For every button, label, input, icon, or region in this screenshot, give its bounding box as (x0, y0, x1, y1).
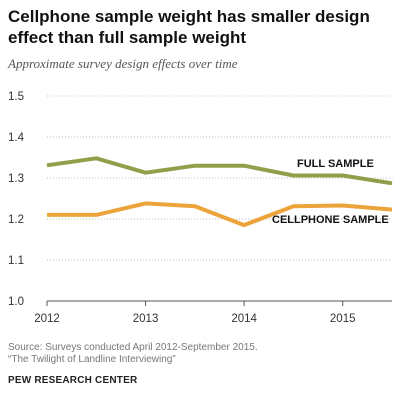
series-labels: FULL SAMPLE CELLPHONE SAMPLE (272, 158, 389, 226)
x-tick-label: 2015 (330, 313, 356, 325)
full-sample-line (46, 156, 393, 186)
x-tick-label: 2012 (34, 313, 60, 325)
data-point (341, 174, 345, 178)
data-point (193, 204, 197, 208)
data-point (341, 203, 345, 207)
y-tick-label: 1.0 (8, 296, 24, 308)
y-tick-label: 1.2 (8, 214, 24, 226)
grid (47, 95, 392, 261)
data-point (144, 201, 148, 205)
data-point (94, 156, 98, 160)
data-point (144, 171, 148, 175)
data-point (45, 213, 49, 217)
cellphone-sample-label: CELLPHONE SAMPLE (272, 214, 389, 226)
data-point (291, 204, 295, 208)
data-point (45, 163, 49, 167)
axis: 1.0 1.1 1.2 1.3 1.4 1.5 2012 2013 2014 2015 (8, 91, 392, 325)
chart-subtitle: Approximate survey design effects over t… (8, 56, 238, 71)
data-point (291, 174, 295, 178)
data-point (390, 181, 394, 185)
y-tick-label: 1.5 (8, 91, 24, 103)
y-tick-label: 1.4 (8, 132, 25, 144)
source-line-2: “The Twilight of Landline Interviewing” (8, 354, 176, 365)
data-point (94, 213, 98, 217)
source-note: Source: Surveys conducted April 2012-Sep… (8, 342, 258, 366)
source-line-1: Source: Surveys conducted April 2012-Sep… (8, 342, 258, 353)
x-tick-label: 2014 (231, 313, 257, 325)
data-point (390, 208, 394, 212)
data-point (242, 223, 246, 227)
x-tick-label: 2013 (133, 313, 159, 325)
series (45, 156, 394, 228)
y-tick-label: 1.1 (8, 255, 24, 267)
brand-footer: PEW RESEARCH CENTER (8, 375, 138, 386)
data-point (193, 164, 197, 168)
chart-title: Cellphone sample weight has smaller desi… (8, 7, 370, 47)
data-point (242, 164, 246, 168)
full-sample-label: FULL SAMPLE (297, 158, 374, 170)
cellphone-sample-line (47, 201, 393, 228)
y-tick-label: 1.3 (8, 173, 24, 185)
